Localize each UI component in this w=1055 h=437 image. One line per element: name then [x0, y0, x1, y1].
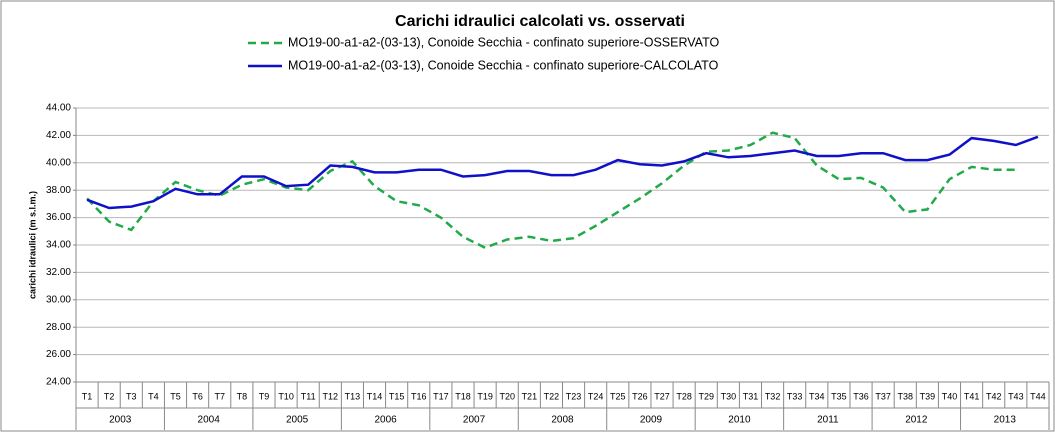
- x-tick-label: T15: [389, 391, 405, 401]
- x-tick-label: T1: [82, 391, 93, 401]
- y-tick-label: 30.00: [46, 294, 71, 305]
- x-tick-label: T16: [411, 391, 427, 401]
- y-tick-label: 32.00: [46, 267, 71, 278]
- x-tick-label: T18: [455, 391, 471, 401]
- y-tick-label: 40.00: [46, 157, 71, 168]
- x-tick-label: T40: [942, 391, 958, 401]
- y-tick-label: 38.00: [46, 185, 71, 196]
- year-label: 2010: [728, 415, 751, 426]
- x-tick-label: T26: [632, 391, 648, 401]
- data-line: [86, 131, 1016, 250]
- x-tick-label: T10: [278, 391, 294, 401]
- x-tick-label: T13: [345, 391, 361, 401]
- y-axis-label: carichi idraulici (m s.l.m.): [27, 191, 37, 299]
- x-tick-label: T39: [920, 391, 936, 401]
- data-line: [86, 135, 1039, 210]
- x-tick-label: T4: [148, 391, 159, 401]
- x-tick-label: T42: [986, 391, 1002, 401]
- year-label: 2004: [198, 415, 221, 426]
- year-label: 2005: [286, 415, 309, 426]
- x-tick-label: T24: [588, 391, 604, 401]
- x-tick-label: T41: [964, 391, 980, 401]
- x-tick-label: T37: [875, 391, 891, 401]
- x-tick-label: T27: [654, 391, 670, 401]
- y-tick-label: 34.00: [46, 240, 71, 251]
- year-label: 2013: [994, 415, 1017, 426]
- x-tick-label: T36: [853, 391, 869, 401]
- y-tick-label: 44.00: [46, 103, 71, 114]
- x-tick-label: T2: [104, 391, 115, 401]
- x-tick-label: T19: [477, 391, 493, 401]
- x-tick-label: T17: [433, 391, 449, 401]
- x-tick-label: T29: [698, 391, 714, 401]
- x-tick-label: T7: [214, 391, 225, 401]
- x-tick-label: T28: [676, 391, 692, 401]
- year-label: 2008: [551, 415, 574, 426]
- x-tick-label: T33: [787, 391, 803, 401]
- year-label: 2009: [640, 415, 663, 426]
- chart-title: Carichi idraulici calcolati vs. osservat…: [395, 13, 685, 30]
- x-tick-label: T43: [1008, 391, 1024, 401]
- x-tick-label: T30: [721, 391, 737, 401]
- y-tick-label: 36.00: [46, 212, 71, 223]
- year-label: 2012: [905, 415, 928, 426]
- x-tick-label: T11: [301, 391, 316, 401]
- x-tick-label: T3: [126, 391, 137, 401]
- x-tick-label: T8: [237, 391, 248, 401]
- x-tick-label: T31: [743, 391, 759, 401]
- x-tick-label: T20: [499, 391, 515, 401]
- x-tick-label: T44: [1030, 391, 1046, 401]
- x-tick-label: T25: [610, 391, 626, 401]
- x-tick-label: T5: [170, 391, 181, 401]
- x-tick-label: T21: [522, 391, 538, 401]
- y-tick-label: 42.00: [46, 130, 71, 141]
- year-label: 2006: [374, 415, 397, 426]
- legend-label: MO19-00-a1-a2-(03-13), Conoide Secchia -…: [288, 35, 720, 49]
- legend-label: MO19-00-a1-a2-(03-13), Conoide Secchia -…: [288, 58, 719, 72]
- x-tick-label: T22: [544, 391, 560, 401]
- year-label: 2003: [109, 415, 132, 426]
- x-tick-label: T32: [765, 391, 781, 401]
- x-tick-label: T9: [259, 391, 270, 401]
- x-tick-label: T34: [809, 391, 825, 401]
- x-tick-label: T6: [192, 391, 203, 401]
- year-label: 2007: [463, 415, 486, 426]
- y-tick-label: 24.00: [46, 377, 71, 388]
- year-label: 2011: [817, 415, 839, 426]
- x-tick-label: T38: [898, 391, 914, 401]
- y-tick-label: 26.00: [46, 349, 71, 360]
- x-tick-label: T23: [566, 391, 582, 401]
- x-tick-label: T35: [831, 391, 847, 401]
- x-tick-label: T14: [367, 391, 383, 401]
- y-tick-label: 28.00: [46, 322, 71, 333]
- x-tick-label: T12: [323, 391, 339, 401]
